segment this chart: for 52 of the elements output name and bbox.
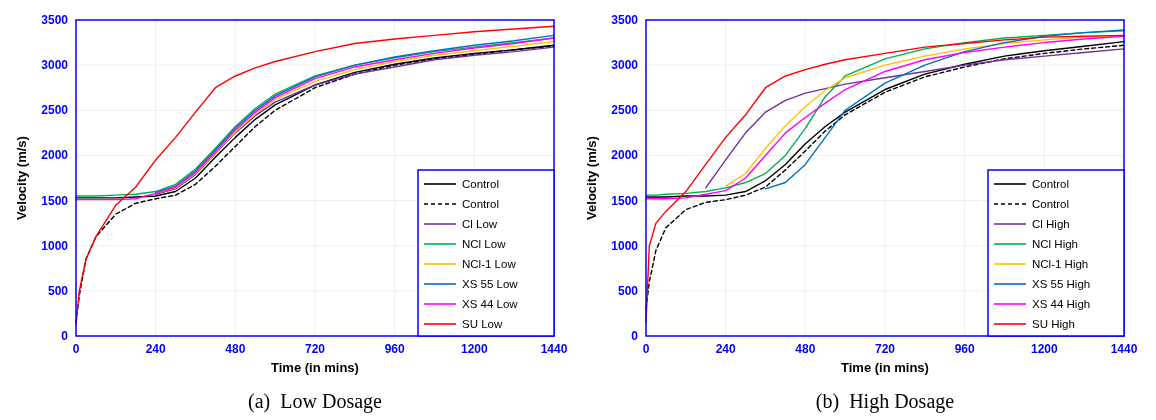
y-axis-title: Velocity (m/s) bbox=[14, 136, 29, 220]
y-tick-label: 0 bbox=[631, 329, 639, 343]
legend-label: NCl-1 High bbox=[1032, 258, 1089, 270]
legend-label: SU High bbox=[1032, 318, 1075, 330]
legend-label: XS 44 Low bbox=[462, 298, 519, 310]
x-tick-label: 0 bbox=[642, 342, 650, 356]
y-tick-label: 500 bbox=[47, 283, 69, 298]
x-tick-label: 1440 bbox=[540, 342, 568, 356]
legend-label: XS 55 High bbox=[1032, 278, 1091, 290]
legend-label: Control bbox=[1032, 178, 1070, 190]
x-axis-title: Time (in mins) bbox=[841, 360, 929, 375]
legend-label: NCl High bbox=[1032, 238, 1079, 250]
text: (a) Low Dosage bbox=[248, 390, 383, 413]
legend-label: NCl Low bbox=[462, 238, 507, 250]
y-tick-label: 500 bbox=[617, 283, 639, 298]
y-tick-label: 2500 bbox=[41, 103, 69, 118]
x-axis-title: Time (in mins) bbox=[271, 360, 359, 375]
y-tick-label: 3000 bbox=[611, 58, 639, 73]
y-tick-label: 1500 bbox=[41, 193, 69, 208]
x-tick-label: 240 bbox=[145, 342, 166, 356]
y-tick-label: 1500 bbox=[611, 193, 639, 208]
y-tick-label: 3000 bbox=[41, 58, 69, 73]
x-tick-label: 1440 bbox=[1110, 342, 1138, 356]
y-tick-label: 2000 bbox=[611, 148, 639, 163]
legend-label: Cl High bbox=[1032, 218, 1070, 230]
x-tick-label: 1200 bbox=[460, 342, 488, 356]
y-tick-label: 1000 bbox=[611, 238, 639, 253]
legend-label: Control bbox=[1032, 198, 1070, 210]
x-tick-label: 480 bbox=[225, 342, 246, 356]
y-tick-label: 2500 bbox=[611, 103, 639, 118]
y-tick-label: 3500 bbox=[611, 13, 639, 27]
legend-label: Control bbox=[462, 198, 500, 210]
y-tick-label: 3500 bbox=[41, 13, 69, 27]
legend-label: SU Low bbox=[462, 318, 503, 330]
x-tick-label: 1200 bbox=[1030, 342, 1058, 356]
y-tick-label: 0 bbox=[61, 329, 69, 343]
y-tick-label: 2000 bbox=[41, 148, 69, 163]
x-tick-label: 960 bbox=[384, 342, 405, 356]
legend-label: XS 44 High bbox=[1032, 298, 1091, 310]
x-tick-label: 720 bbox=[304, 342, 326, 356]
x-tick-label: 720 bbox=[874, 342, 896, 356]
x-tick-label: 0 bbox=[72, 342, 80, 356]
text: (b) High Dosage bbox=[815, 390, 955, 413]
y-axis-title: Velocity (m/s) bbox=[584, 136, 599, 220]
legend-label: XS 55 Low bbox=[462, 278, 519, 290]
legend-label: Control bbox=[462, 178, 500, 190]
x-tick-label: 960 bbox=[954, 342, 975, 356]
legend-label: Cl Low bbox=[462, 218, 498, 230]
legend-label: NCl-1 Low bbox=[462, 258, 517, 270]
x-tick-label: 240 bbox=[715, 342, 736, 356]
x-tick-label: 480 bbox=[795, 342, 816, 356]
y-tick-label: 1000 bbox=[41, 238, 69, 253]
